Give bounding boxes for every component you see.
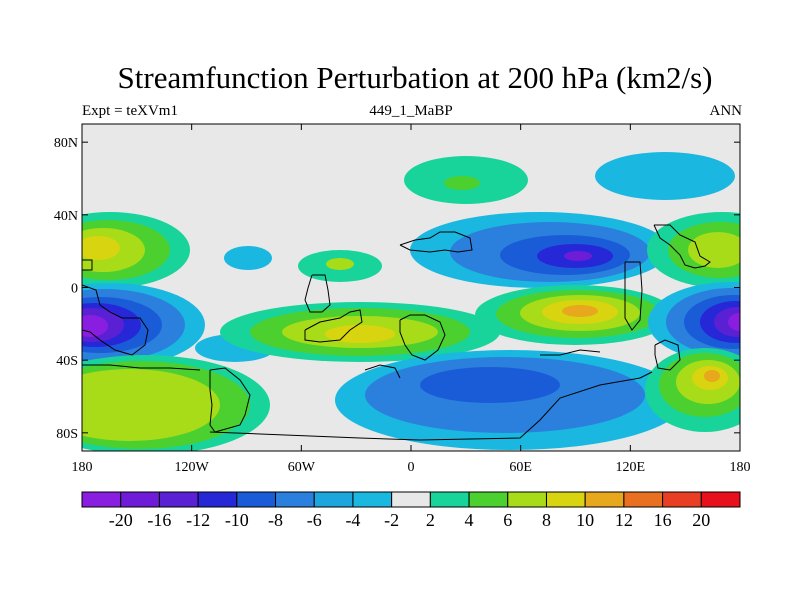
experiment-label: Expt = teXVm1 <box>82 103 178 119</box>
colorbar-swatch <box>158 491 199 508</box>
x-tick-label: 120E <box>616 460 646 475</box>
colorbar-label: -2 <box>384 510 399 530</box>
colorbar-swatch <box>662 491 702 508</box>
x-tick-label: 180 <box>72 460 93 475</box>
y-tick-label: 0 <box>71 282 78 297</box>
colorbar-label: 6 <box>503 510 512 530</box>
chart-title: Streamfunction Perturbation at 200 hPa (… <box>117 60 713 95</box>
colorbar-label: -16 <box>147 510 171 530</box>
feature-north-high <box>404 156 528 204</box>
x-tick-label: 180 <box>730 460 751 475</box>
colorbar-label: 16 <box>654 510 672 530</box>
feature-south-low <box>335 350 685 450</box>
colorbar-swatch <box>429 491 470 508</box>
colorbar-swatch <box>81 491 122 508</box>
x-tick-label: 60E <box>509 460 532 475</box>
colorbar-swatch <box>391 491 431 508</box>
colorbar-swatch <box>120 491 160 508</box>
feature-ne-high <box>647 212 740 288</box>
y-tick-label: 40N <box>54 209 78 224</box>
colorbar-swatch <box>700 491 741 508</box>
colorbar-label: 20 <box>692 510 710 530</box>
colorbar-label: 4 <box>465 510 474 530</box>
colorbar-swatch <box>623 491 664 508</box>
case-label: 449_1_MaBP <box>369 103 453 119</box>
colorbar-swatch <box>507 491 547 508</box>
x-tick-label: 120W <box>175 460 210 475</box>
feature-asia-low <box>410 212 670 288</box>
colorbar-label: -20 <box>109 510 133 530</box>
x-tick-label: 60W <box>288 460 316 475</box>
colorbar-label: 10 <box>576 510 594 530</box>
colorbar-swatch <box>236 491 277 508</box>
colorbar-swatch <box>313 491 354 508</box>
colorbar-swatch <box>468 491 509 508</box>
y-axis: 80N 40N 0 40S 80S <box>54 136 740 442</box>
colorbar-label: -12 <box>186 510 210 530</box>
colorbar-label: -6 <box>307 510 322 530</box>
y-tick-label: 80S <box>56 427 78 442</box>
colorbar-swatch <box>197 491 238 508</box>
colorbar: -20 -16 -12 -10 -8 -6 -4 -2 2 4 6 8 10 12 16 20 <box>81 491 741 530</box>
feature-ssw-high <box>82 355 270 451</box>
colorbar-label: -4 <box>345 510 360 530</box>
feature-tropical-band <box>220 285 675 362</box>
colorbar-label: 2 <box>426 510 435 530</box>
x-axis: 180 120W 60W 0 60E 120E 180 <box>72 124 751 475</box>
season-label: ANN <box>709 103 743 119</box>
y-tick-label: 80N <box>54 136 78 151</box>
y-tick-label: 40S <box>56 354 78 369</box>
colorbar-label: 8 <box>542 510 551 530</box>
colorbar-label: -8 <box>268 510 283 530</box>
colorbar-label: -10 <box>225 510 249 530</box>
coastlines <box>82 224 711 441</box>
feature-north-low <box>595 152 735 200</box>
x-tick-label: 0 <box>408 460 415 475</box>
feature-sse-high <box>645 348 740 432</box>
colorbar-swatch <box>584 491 625 508</box>
colorbar-swatch <box>545 491 586 508</box>
contour-fills <box>82 152 740 451</box>
feature-nw-high <box>82 212 190 288</box>
feature-sw-low <box>82 283 205 367</box>
colorbar-label: 12 <box>615 510 633 530</box>
feature-small-cells <box>195 246 382 362</box>
colorbar-swatch <box>275 491 315 508</box>
colorbar-swatch <box>352 491 393 508</box>
